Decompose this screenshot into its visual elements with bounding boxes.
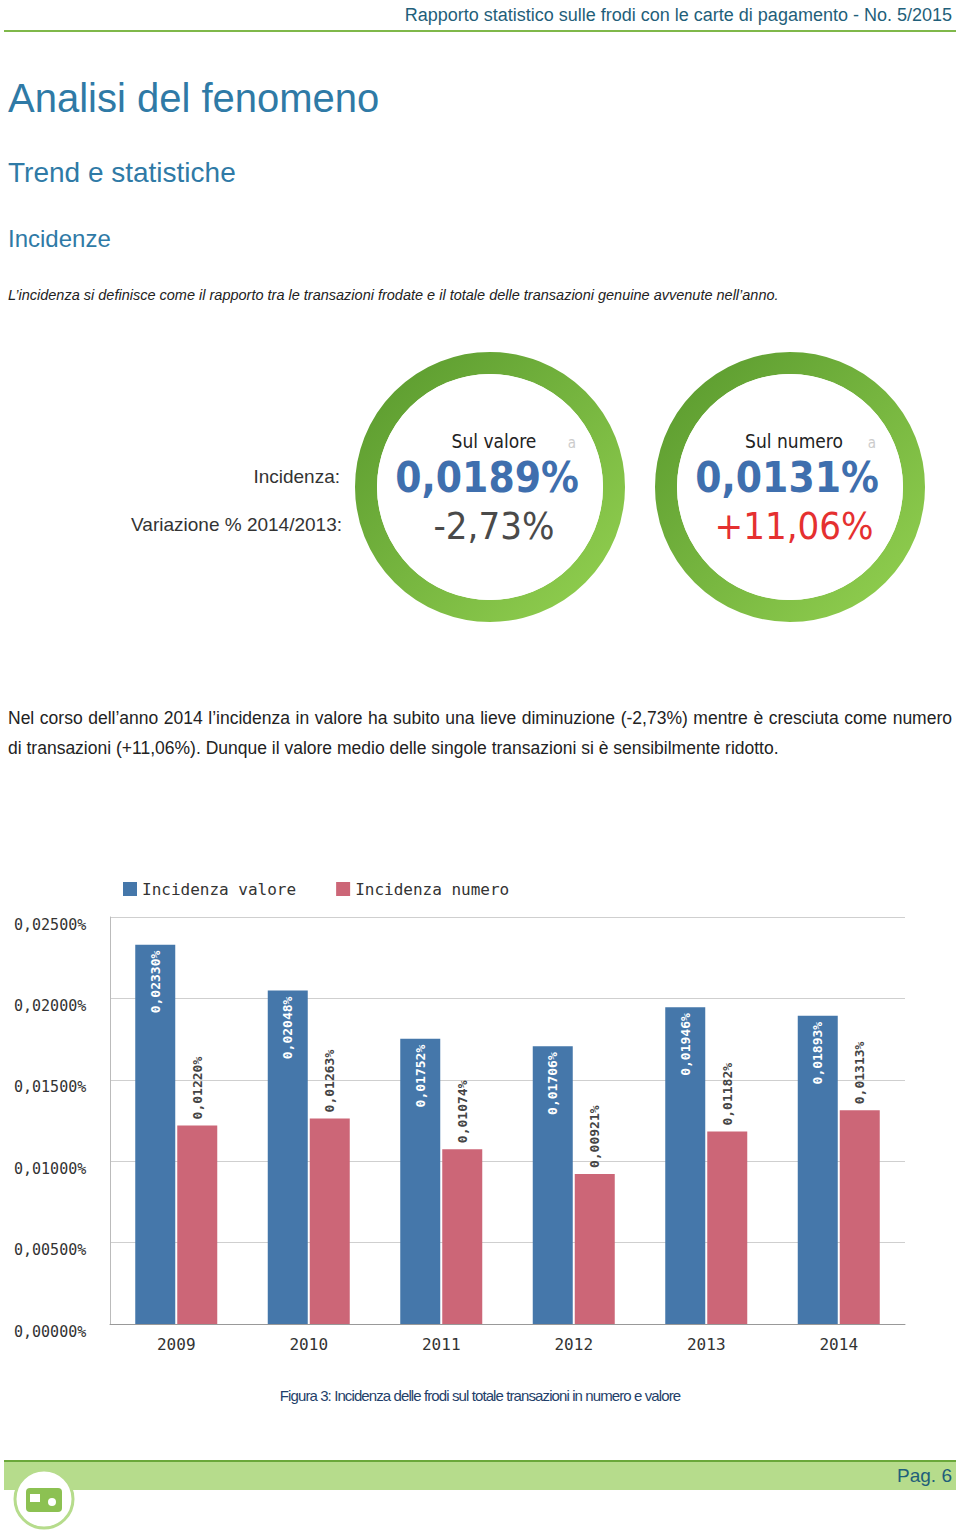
svg-text:0,01893%: 0,01893% [810,1022,825,1085]
svg-text:2009: 2009 [157,1335,196,1354]
html-text:L’incidenza si definisce come: L’incidenza si definisce come il rapport… [8,287,779,303]
html-text:Nel corso dell’anno 2014 l’inc: Nel corso dell’anno 2014 l’incidenza in … [8,708,952,758]
svg-text:0,01500%: 0,01500% [14,1078,86,1096]
svg-text:0,02048%: 0,02048% [280,996,295,1059]
svg-text:2013: 2013 [687,1335,726,1354]
svg-text:0,01220%: 0,01220% [190,1057,205,1120]
svg-text:0,0189%: 0,0189% [395,453,579,502]
svg-text:2011: 2011 [422,1335,461,1354]
svg-text:0,00500%: 0,00500% [14,1241,86,1259]
svg-text:a: a [568,434,576,452]
svg-text:0,00921%: 0,00921% [587,1105,602,1168]
svg-text:0,01706%: 0,01706% [545,1052,560,1115]
svg-text:0,01182%: 0,01182% [720,1063,735,1126]
html-text:Trend e statistiche: Trend e statistiche [8,157,236,188]
svg-text:+11,06%: +11,06% [715,504,874,548]
svg-text:0,01313%: 0,01313% [852,1041,867,1104]
svg-text:2012: 2012 [554,1335,593,1354]
html-text:Incidenze: Incidenze [8,225,111,252]
svg-text:0,0131%: 0,0131% [695,453,879,502]
svg-text:0,01000%: 0,01000% [14,1160,86,1178]
svg-text:0,01074%: 0,01074% [455,1080,470,1143]
svg-text:Sul valore: Sul valore [452,430,537,452]
svg-text:0,01946%: 0,01946% [678,1013,693,1076]
svg-text:-2,73%: -2,73% [434,504,555,548]
svg-text:0,00000%: 0,00000% [14,1323,86,1341]
svg-text:0,01263%: 0,01263% [322,1050,337,1113]
svg-text:Sul numero: Sul numero [745,430,843,452]
html-text:Variazione % 2014/2013:: Variazione % 2014/2013: [131,514,342,535]
html-text:Analisi del fenomeno: Analisi del fenomeno [8,76,380,120]
svg-text:0,02330%: 0,02330% [148,951,163,1014]
html-text:Figura 3: Incidenza delle frod: Figura 3: Incidenza delle frodi sul tota… [279,1387,681,1404]
svg-text:Incidenza valore: Incidenza valore [142,880,296,899]
svg-text:0,01752%: 0,01752% [413,1045,428,1108]
html-text:Rapporto statistico sulle frod: Rapporto statistico sulle frodi con le c… [404,5,952,25]
svg-text:Incidenza numero: Incidenza numero [355,880,509,899]
svg-text:2010: 2010 [289,1335,328,1354]
html-text:Incidenza:: Incidenza: [253,466,340,487]
svg-text:a: a [868,434,876,452]
svg-text:0,02000%: 0,02000% [14,997,86,1015]
html-text:Pag. 6: Pag. 6 [897,1465,952,1486]
svg-text:0,02500%: 0,02500% [14,916,86,934]
svg-text:2014: 2014 [819,1335,858,1354]
